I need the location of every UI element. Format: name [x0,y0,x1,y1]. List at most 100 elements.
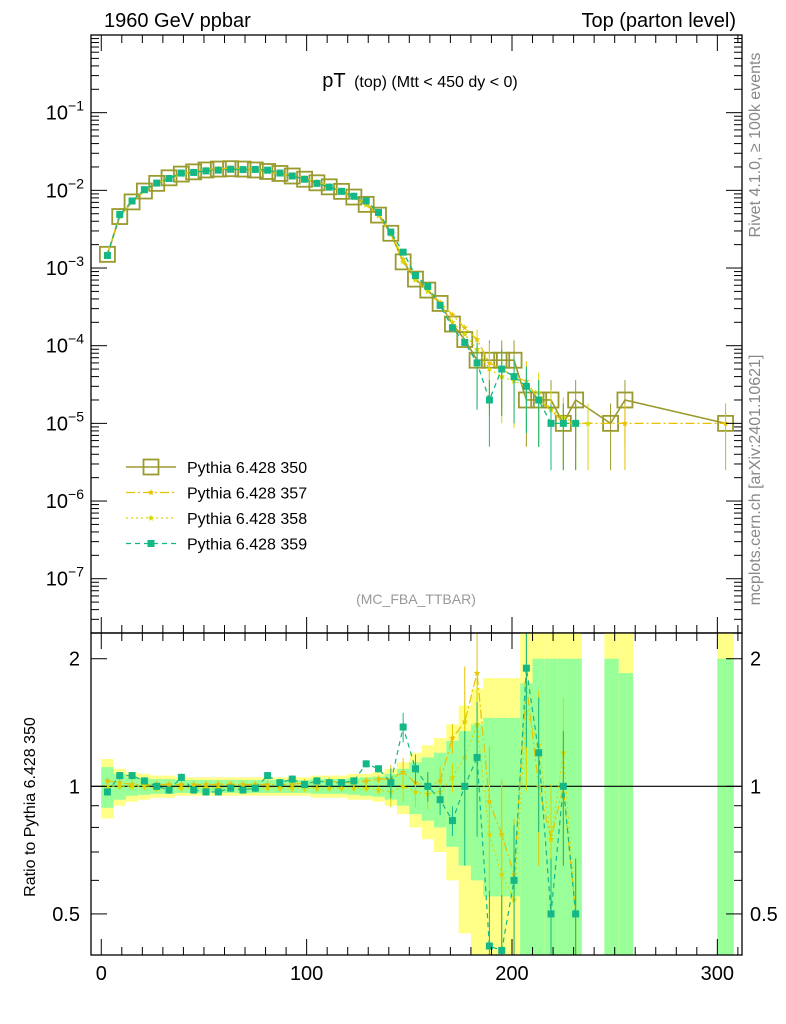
main-y-axis: 10−710−610−510−410−310−210−1 [46,34,742,634]
data-point [510,373,518,381]
ratio-point [338,784,345,792]
legend-marker [147,514,155,521]
header-process: Top (parton level) [581,10,736,32]
data-point [357,195,375,213]
series-line [106,168,576,425]
ratio-panel: 0.5 0.5 1 1 2 2 0 100 200 300 Ratio to Pythia 6.… [22,632,778,985]
data-point [325,183,333,191]
data-point [128,197,136,205]
data-point [411,272,419,280]
ratio-point [325,779,333,787]
main-plot-area [99,160,734,471]
ratio-point [104,777,111,784]
data-point [449,311,456,318]
ratio-point [140,777,148,785]
ratio-point [547,910,555,918]
ratio-point [535,749,543,757]
data-point [288,172,296,180]
ratio-point [177,773,185,781]
data-point [140,186,148,194]
y-tick-label-base: 10 [46,569,68,591]
ratio-point [214,788,222,796]
legend-entry: Pythia 6.428 357 [126,486,307,503]
legend-marker [147,540,155,547]
data-point [202,167,210,175]
data-point [461,330,469,338]
legend-label: Pythia 6.428 357 [187,486,307,503]
ratio-point [362,777,370,784]
ratio-x-axis: 0 100 200 300 [96,633,739,985]
data-point [547,419,555,427]
data-point [103,251,111,259]
ratio-point [362,760,370,768]
data-point [227,165,235,173]
main-x-ticks [100,35,739,633]
data-point [535,396,543,404]
data-point [473,359,481,367]
data-point [424,287,432,295]
data-point [148,174,166,192]
data-point [153,179,161,187]
ratio-point [264,780,271,788]
y-tick-label-base: 10 [46,180,68,202]
ratio-point [547,835,555,843]
y-tick-label: 10−6 [46,486,84,513]
legend-marker [142,458,160,476]
data-point [283,167,301,185]
data-point [239,166,247,174]
legend-label: Pythia 6.428 350 [187,460,307,477]
data-point [370,206,387,224]
data-point [412,276,419,283]
ratio-ylabel: Ratio to Pythia 6.428 350 [22,717,39,897]
data-point [172,165,190,183]
ratio-point [190,780,198,788]
data-point [301,175,309,183]
data-point [444,315,461,333]
data-point [621,419,629,427]
y-tick-label-exponent: −3 [68,253,84,269]
ratio-point [522,664,530,672]
ratio-point [251,784,259,792]
data-point [722,419,729,427]
y-tick-label: 2 [750,649,761,671]
ratio-point [288,775,296,783]
ratio-point [375,775,382,782]
ratio-point [313,784,321,792]
series-pythia-6-428-357 [104,164,729,471]
ratio-point [559,782,567,790]
y-tick-label-base: 10 [46,413,68,435]
plot-title: pT (top) (Mtt < 450 dy < 0) [322,70,517,92]
series-line [106,167,726,425]
data-point [375,208,383,216]
ratio-point [387,779,395,787]
y-tick-label-exponent: −6 [68,486,84,502]
ratio-point [498,870,506,878]
data-point [431,295,449,312]
ratio-point [202,788,210,796]
inner-band-bin [520,683,533,955]
ratio-point [375,786,382,793]
legend-entry: Pythia 6.428 359 [126,537,307,554]
data-point [214,166,222,174]
ratio-point [399,768,407,775]
legend-entry: Pythia 6.428 350 [126,458,307,477]
ratio-point [264,772,272,780]
data-point [160,169,178,187]
ratio-point [375,765,383,773]
data-point [461,324,469,331]
data-point [559,419,567,427]
ratio-point [239,786,247,794]
data-point [350,192,358,200]
x-tick-label: 0 [96,963,107,985]
legend-entry: Pythia 6.428 358 [126,511,307,528]
ratio-point [449,734,456,741]
y-tick-label-exponent: −5 [68,408,84,424]
ratio-point [473,753,481,761]
plot-title-main: pT [322,70,345,92]
y-tick-label: 2 [69,649,80,671]
ratio-point [104,782,111,790]
data-point [387,228,395,236]
ratio-point [239,780,247,788]
data-point [436,301,444,309]
